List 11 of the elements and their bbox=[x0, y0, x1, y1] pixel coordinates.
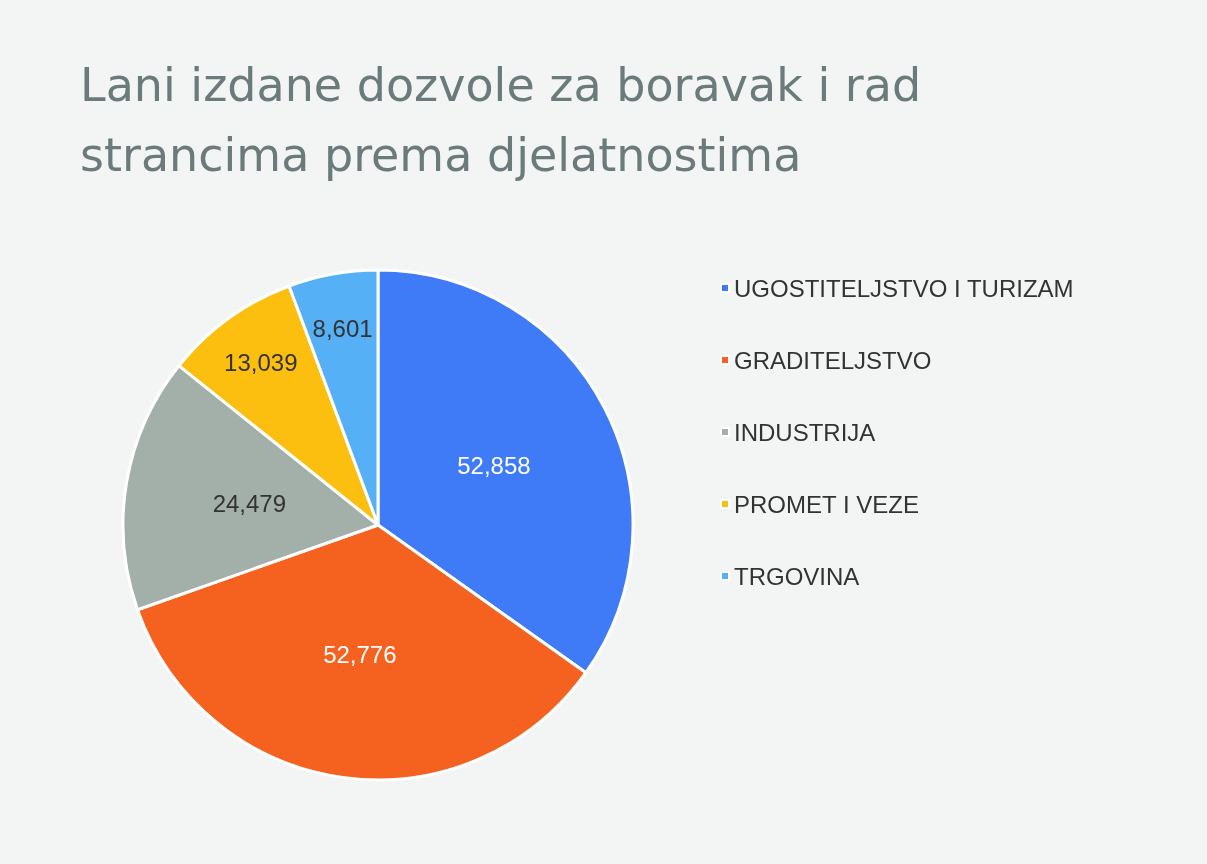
legend-label: PROMET I VEZE bbox=[734, 490, 919, 518]
legend-label: TRGOVINA bbox=[734, 562, 860, 590]
data-label: 13,039 bbox=[224, 349, 298, 377]
data-label: 52,776 bbox=[323, 640, 397, 668]
legend-label: GRADITELJSTVO bbox=[734, 346, 932, 374]
data-label: 8,601 bbox=[312, 314, 373, 342]
chart-title: Lani izdane dozvole za boravak i rad strancima prema djelatnostima bbox=[80, 58, 936, 182]
legend-label: UGOSTITELJSTVO I TURIZAM bbox=[734, 274, 1074, 302]
data-label: 52,858 bbox=[457, 451, 531, 479]
data-label: 24,479 bbox=[212, 489, 287, 517]
legend-label: INDUSTRIJA bbox=[734, 418, 876, 446]
